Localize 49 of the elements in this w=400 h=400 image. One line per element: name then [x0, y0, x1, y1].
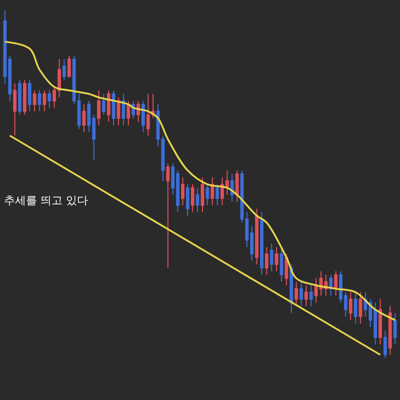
candlestick [294, 281, 298, 307]
candlestick [383, 330, 387, 359]
candlestick [270, 242, 274, 272]
candlestick [161, 135, 165, 182]
candlestick [280, 246, 284, 282]
candlestick [196, 187, 200, 213]
candlestick [32, 90, 36, 112]
candlestick [329, 274, 333, 296]
candlestick [166, 162, 170, 268]
candlestick [102, 93, 106, 116]
candlestick [388, 306, 392, 356]
annotation: 추세를 띄고 있다 [4, 194, 88, 207]
candlestick [190, 184, 194, 213]
candlestick [18, 80, 22, 116]
candlestick [97, 90, 100, 126]
candlestick [82, 104, 86, 133]
candlestick [260, 212, 264, 276]
candlestick [304, 284, 308, 307]
candlestick [354, 292, 358, 324]
candlestick [358, 292, 362, 324]
candlestick [393, 312, 397, 345]
candlestick [274, 246, 278, 272]
candlestick [126, 100, 130, 126]
candlestick [67, 55, 71, 78]
candlestick [181, 176, 184, 206]
candlestick [42, 90, 46, 112]
candlestick [216, 184, 219, 206]
candlestick [235, 170, 239, 202]
candlestick [284, 253, 288, 286]
candlestick [48, 90, 52, 108]
candlestick [142, 100, 145, 133]
candlestick [264, 246, 268, 276]
candlestick [186, 184, 190, 216]
candlestick [255, 208, 258, 265]
candlestick [206, 184, 210, 206]
candlestick [106, 90, 110, 122]
candlestick [62, 58, 66, 80]
candlestick [378, 298, 382, 345]
candlestick [22, 80, 26, 116]
candlestick [13, 82, 17, 136]
candlestick [300, 281, 303, 307]
candlestick [28, 80, 32, 112]
candlestick [334, 270, 338, 296]
candlestick [210, 176, 214, 206]
candlestick [38, 90, 42, 112]
candlestick [112, 90, 116, 126]
candlestick [348, 292, 352, 320]
candlestick [200, 176, 204, 213]
candlestick [309, 284, 313, 307]
